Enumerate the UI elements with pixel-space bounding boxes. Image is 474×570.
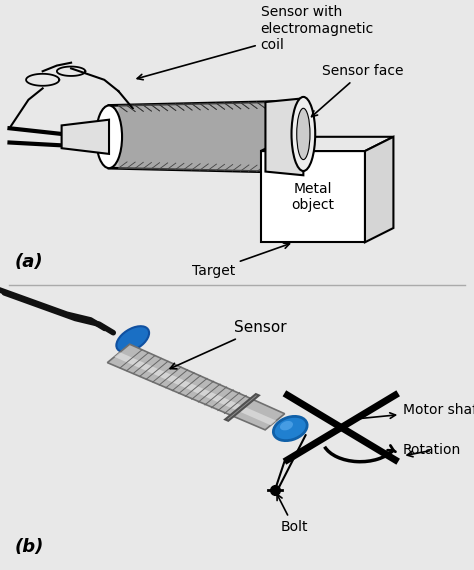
Text: Sensor with
electromagnetic
coil: Sensor with electromagnetic coil xyxy=(137,5,374,80)
Ellipse shape xyxy=(297,108,310,160)
Polygon shape xyxy=(365,137,393,242)
Polygon shape xyxy=(225,394,259,421)
Polygon shape xyxy=(107,344,285,430)
Text: Rotation: Rotation xyxy=(403,443,461,457)
Ellipse shape xyxy=(96,105,122,168)
Text: Metal
object: Metal object xyxy=(292,182,334,211)
Text: Sensor face: Sensor face xyxy=(311,64,404,117)
Polygon shape xyxy=(114,352,276,425)
Polygon shape xyxy=(62,120,109,154)
Polygon shape xyxy=(265,99,303,176)
Text: (b): (b) xyxy=(14,538,44,556)
Text: Sensor: Sensor xyxy=(170,320,287,369)
Ellipse shape xyxy=(116,326,149,352)
Text: Bolt: Bolt xyxy=(277,494,308,534)
Ellipse shape xyxy=(292,97,315,171)
Polygon shape xyxy=(261,151,365,242)
Ellipse shape xyxy=(273,416,307,441)
Text: (a): (a) xyxy=(14,253,43,271)
Text: Motor shaft: Motor shaft xyxy=(358,404,474,419)
Polygon shape xyxy=(261,137,393,151)
Polygon shape xyxy=(118,101,292,172)
Ellipse shape xyxy=(280,421,293,430)
Text: Target: Target xyxy=(191,243,290,278)
Polygon shape xyxy=(109,101,294,172)
